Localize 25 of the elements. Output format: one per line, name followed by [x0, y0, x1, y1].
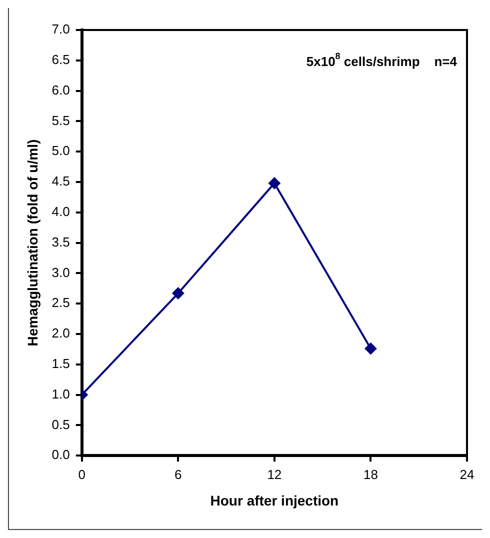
y-tick-label: 2.5 [52, 295, 70, 310]
y-tick-label: 6.5 [52, 52, 70, 67]
y-axis-title: Hemagglutination (fold of u/ml) [24, 139, 40, 346]
x-tick-label: 24 [460, 466, 474, 482]
y-tick-label: 6.0 [52, 82, 70, 98]
y-tick-label: 4.0 [52, 204, 70, 219]
y-tick-label: 5.0 [52, 143, 70, 158]
point [268, 177, 280, 190]
y-tick-label: 1.5 [52, 356, 70, 371]
y-tick-label: 7.0 [52, 22, 70, 37]
x-tick-label: 0 [78, 466, 86, 482]
x-tick-label: 6 [174, 466, 182, 482]
y-tick-label: 0.5 [52, 416, 70, 432]
x-tick-label: 12 [267, 466, 282, 482]
y-tick-label: 3.5 [52, 234, 70, 250]
y-tick-label: 4.5 [52, 174, 70, 189]
point [172, 287, 184, 300]
point [364, 342, 377, 355]
y-tick-label: 2.0 [52, 326, 70, 341]
y-tick-label: 5.5 [52, 112, 70, 128]
y-tick-label: 1.0 [52, 386, 70, 402]
y-tick-label: 3.0 [52, 264, 70, 280]
y-tick-label: 0.0 [52, 447, 70, 462]
x-axis-title: Hour after injection [210, 492, 339, 508]
x-tick-label: 18 [363, 466, 378, 482]
